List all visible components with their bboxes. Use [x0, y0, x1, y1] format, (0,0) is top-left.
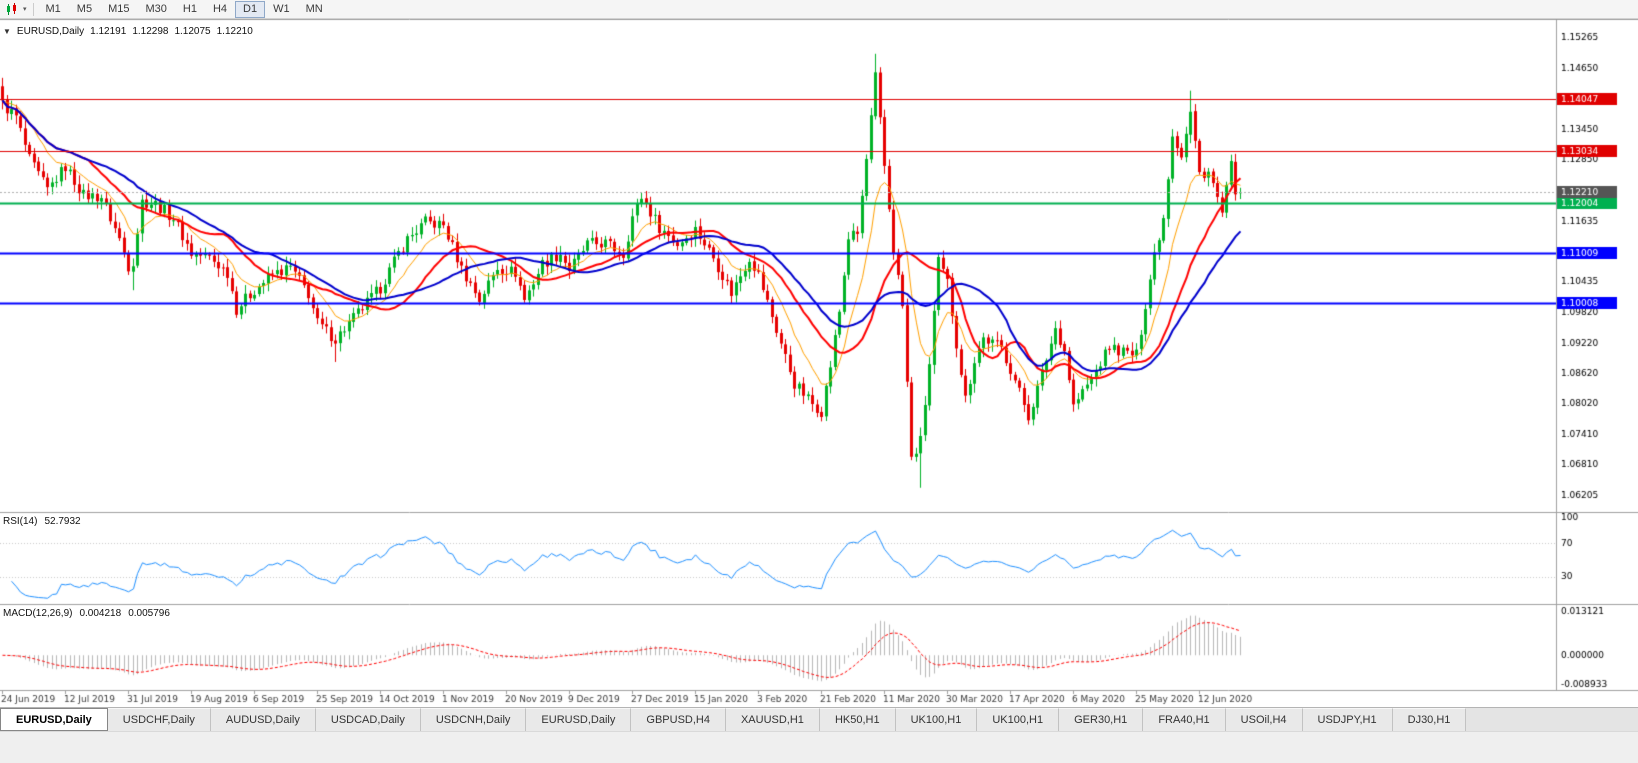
timeframe-button-mn[interactable]: MN — [298, 1, 331, 18]
chart-type-dropdown-caret-icon[interactable]: ▾ — [23, 6, 27, 13]
chart-tab-2[interactable]: AUDUSD,Daily — [210, 708, 316, 731]
price-chart-canvas[interactable] — [0, 19, 1638, 707]
chart-tab-5[interactable]: EURUSD,Daily — [526, 708, 632, 731]
timeframe-button-w1[interactable]: W1 — [265, 1, 298, 18]
ohlc-open-value: 1.12191 — [90, 26, 127, 37]
chart-tab-7[interactable]: XAUUSD,H1 — [725, 708, 820, 731]
macd-signal-value: 0.005796 — [128, 608, 170, 619]
timeframe-button-m30[interactable]: M30 — [137, 1, 174, 18]
timeframe-button-d1[interactable]: D1 — [235, 0, 266, 18]
rsi-indicator-label: RSI(14) 52.7932 — [3, 516, 81, 527]
chart-tab-0[interactable]: EURUSD,Daily — [0, 708, 108, 731]
chart-tab-14[interactable]: USDJPY,H1 — [1302, 708, 1393, 731]
macd-indicator-label: MACD(12,26,9) 0.004218 0.005796 — [3, 608, 170, 619]
macd-main-value: 0.004218 — [79, 608, 122, 619]
chart-tab-12[interactable]: FRA40,H1 — [1143, 708, 1226, 731]
chart-tabs: EURUSD,Daily USDCHF,Daily AUDUSD,Daily USDC… — [0, 707, 1638, 731]
timeframe-buttons: M1 M5 M15 M30 H1 H4 D1 W1 MN — [38, 0, 331, 18]
chart-tab-3[interactable]: USDCAD,Daily — [315, 708, 421, 731]
chart-tab-11[interactable]: GER30,H1 — [1059, 708, 1144, 731]
chart-tab-9[interactable]: UK100,H1 — [895, 708, 978, 731]
timeframe-button-m15[interactable]: M15 — [100, 1, 137, 18]
rsi-indicator-value: 52.7932 — [44, 516, 81, 527]
chart-tab-15[interactable]: DJ30,H1 — [1392, 708, 1467, 731]
timeframe-button-h1[interactable]: H1 — [175, 1, 205, 18]
ohlc-close-value: 1.12210 — [216, 26, 253, 37]
chart-tab-6[interactable]: GBPUSD,H4 — [631, 708, 726, 731]
status-bar — [0, 731, 1638, 763]
candlestick-chart-glyph — [7, 2, 16, 15]
one-click-trading-caret-icon[interactable]: ▼ — [3, 27, 11, 36]
chart-tab-13[interactable]: USOil,H4 — [1225, 708, 1303, 731]
toolbar-separator — [32, 2, 34, 16]
chart-tab-1[interactable]: USDCHF,Daily — [107, 708, 211, 731]
chart-tab-8[interactable]: HK50,H1 — [819, 708, 896, 731]
chart-window: ▼ EURUSD,Daily 1.12191 1.12298 1.12075 1… — [0, 19, 1638, 707]
timeframe-button-m5[interactable]: M5 — [69, 1, 100, 18]
timeframe-toolbar: ▾ M1 M5 M15 M30 H1 H4 D1 W1 MN — [0, 0, 1638, 19]
rsi-indicator-name: RSI(14) — [3, 516, 38, 527]
macd-indicator-name: MACD(12,26,9) — [3, 608, 73, 619]
ohlc-low-value: 1.12075 — [174, 26, 211, 37]
timeframe-button-h4[interactable]: H4 — [205, 1, 235, 18]
chart-ohlc-header: ▼ EURUSD,Daily 1.12191 1.12298 1.12075 1… — [3, 26, 253, 37]
chart-symbol-label: EURUSD,Daily — [16, 26, 85, 37]
ohlc-high-value: 1.12298 — [132, 26, 169, 37]
chart-type-icon[interactable] — [3, 1, 22, 18]
timeframe-button-m1[interactable]: M1 — [38, 1, 69, 18]
chart-tab-10[interactable]: UK100,H1 — [977, 708, 1060, 731]
chart-tab-4[interactable]: USDCNH,Daily — [420, 708, 527, 731]
